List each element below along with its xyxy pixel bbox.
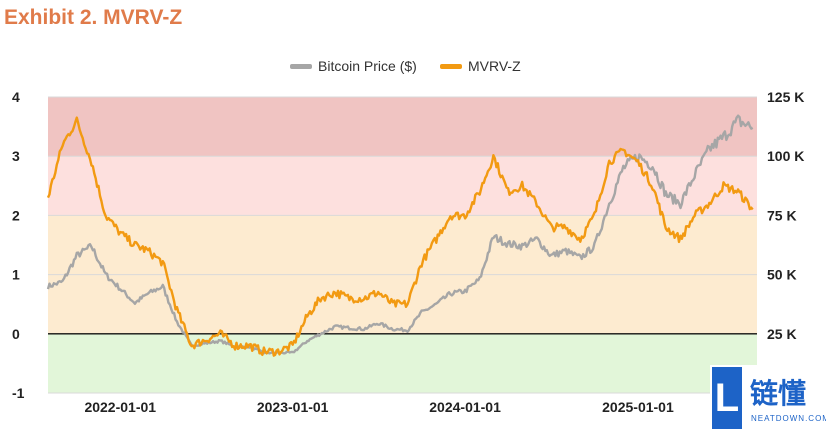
y-left-tick-1: 3 bbox=[12, 148, 20, 164]
y-left-tick-5: -1 bbox=[12, 385, 25, 401]
y-right-tick-1: 100 K bbox=[767, 148, 804, 164]
x-tick-3: 2025-01-01 bbox=[602, 399, 674, 415]
legend-item-mvrv: MVRV-Z bbox=[440, 58, 521, 74]
x-tick-2: 2024-01-01 bbox=[429, 399, 501, 415]
y-left-tick-2: 2 bbox=[12, 207, 20, 223]
legend-label-price: Bitcoin Price ($) bbox=[318, 58, 417, 74]
y-left-tick-0: 4 bbox=[12, 89, 20, 105]
band-3 bbox=[48, 333, 757, 393]
x-tick-1: 2023-01-01 bbox=[257, 399, 329, 415]
y-right-tick-2: 75 K bbox=[767, 207, 797, 223]
y-left-tick-4: 0 bbox=[12, 326, 20, 342]
logo-letter: L bbox=[715, 376, 739, 420]
legend-swatch-mvrv bbox=[440, 63, 462, 69]
x-tick-0: 2022-01-01 bbox=[84, 399, 156, 415]
logo-mark bbox=[712, 367, 742, 429]
y-right-tick-3: 50 K bbox=[767, 267, 797, 283]
chart-title: Exhibit 2. MVRV-Z bbox=[4, 6, 183, 29]
y-left-tick-3: 1 bbox=[12, 267, 20, 283]
legend-swatch-price bbox=[290, 63, 312, 69]
legend-item-price: Bitcoin Price ($) bbox=[290, 58, 417, 74]
y-right-tick-0: 125 K bbox=[767, 89, 804, 105]
band-0 bbox=[48, 97, 757, 157]
series-line-mvrv bbox=[46, 116, 754, 357]
y-right-tick-4: 25 K bbox=[767, 326, 797, 342]
watermark-logo: L 链懂 NEATDOWN.COM bbox=[712, 367, 826, 429]
watermark-en: NEATDOWN.COM bbox=[751, 414, 826, 423]
legend: Bitcoin Price ($) MVRV-Z bbox=[0, 58, 829, 80]
legend-label-mvrv: MVRV-Z bbox=[468, 58, 521, 74]
watermark-cn: 链懂 bbox=[750, 377, 806, 410]
series-line-price bbox=[46, 114, 754, 355]
watermark: L 链懂 NEATDOWN.COM bbox=[710, 365, 826, 431]
